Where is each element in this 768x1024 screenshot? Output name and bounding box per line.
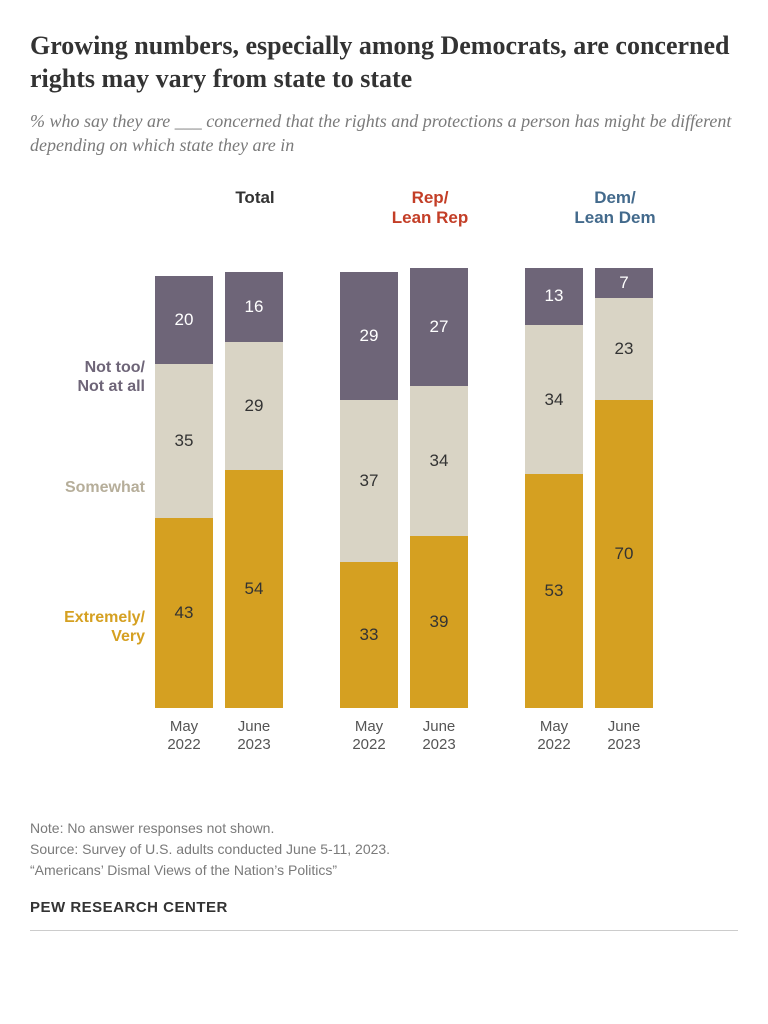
- category-label: Not too/Not at all: [30, 358, 145, 396]
- x-axis-label: May2022: [340, 718, 398, 756]
- bar-segment: 29: [340, 272, 398, 400]
- bar: 72370: [595, 268, 653, 708]
- chart-area: 20354316295429373327343913345372370 Tota…: [30, 188, 738, 788]
- bar: 162954: [225, 272, 283, 708]
- bar-segment: 23: [595, 298, 653, 399]
- category-label: Somewhat: [30, 478, 145, 497]
- bar-segment: 39: [410, 536, 468, 708]
- end-rule: [30, 930, 738, 931]
- footer-source: Source: Survey of U.S. adults conducted …: [30, 839, 738, 860]
- brand: PEW RESEARCH CENTER: [30, 899, 738, 916]
- bar-segment: 29: [225, 342, 283, 470]
- bar-segment: 37: [340, 400, 398, 563]
- x-axis-label: May2022: [525, 718, 583, 756]
- bar: 293733: [340, 272, 398, 708]
- bar-segment: 13: [525, 268, 583, 325]
- bar-segment: 54: [225, 470, 283, 708]
- group-header: Total: [185, 188, 325, 208]
- bar: 133453: [525, 268, 583, 708]
- bar-segment: 70: [595, 400, 653, 708]
- bar-segment: 35: [155, 364, 213, 518]
- category-label: Extremely/Very: [30, 608, 145, 646]
- footer-report: “Americans’ Dismal Views of the Nation’s…: [30, 860, 738, 881]
- bar-segment: 34: [525, 325, 583, 475]
- bar: 203543: [155, 276, 213, 707]
- chart-title: Growing numbers, especially among Democr…: [30, 30, 738, 95]
- bar-segment: 43: [155, 518, 213, 707]
- group-header: Rep/Lean Rep: [360, 188, 500, 229]
- bar-segment: 7: [595, 268, 653, 299]
- group-header: Dem/Lean Dem: [545, 188, 685, 229]
- bar: 273439: [410, 268, 468, 708]
- x-axis-label: May2022: [155, 718, 213, 756]
- bar-segment: 53: [525, 474, 583, 707]
- bar-segment: 16: [225, 272, 283, 342]
- bar-segment: 20: [155, 276, 213, 364]
- chart-subtitle: % who say they are ___ concerned that th…: [30, 109, 738, 158]
- chart-footer: Note: No answer responses not shown. Sou…: [30, 818, 738, 881]
- bar-segment: 27: [410, 268, 468, 387]
- footer-note: Note: No answer responses not shown.: [30, 818, 738, 839]
- bar-segment: 33: [340, 562, 398, 707]
- x-axis-label: June2023: [410, 718, 468, 756]
- x-axis-label: June2023: [225, 718, 283, 756]
- x-axis-label: June2023: [595, 718, 653, 756]
- bar-segment: 34: [410, 386, 468, 536]
